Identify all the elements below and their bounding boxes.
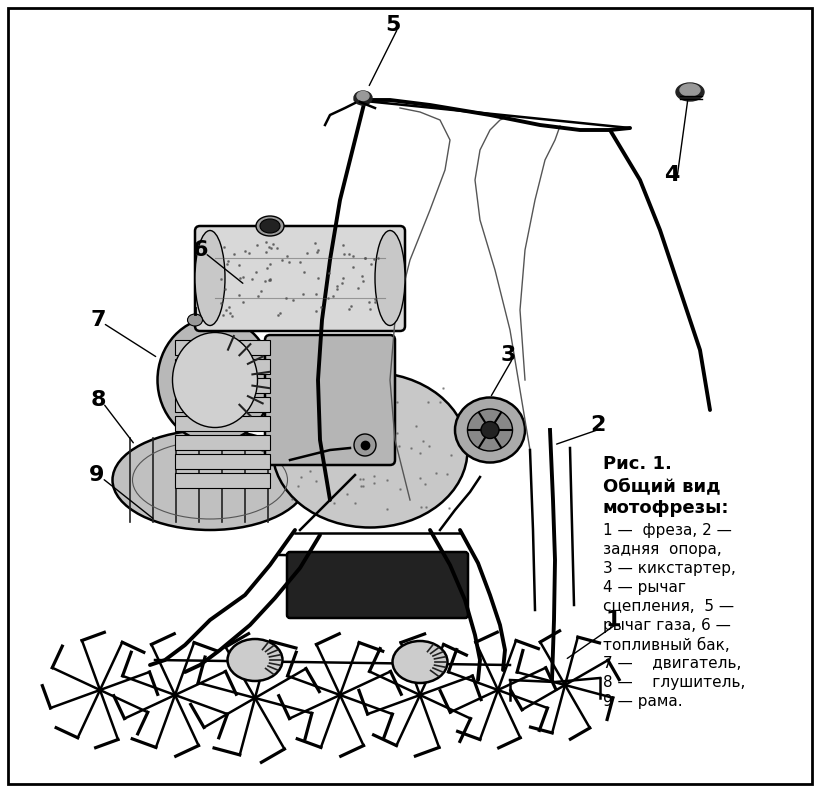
Ellipse shape [112,430,307,530]
Bar [174,397,269,412]
Ellipse shape [455,398,524,463]
Ellipse shape [354,91,372,105]
Ellipse shape [272,372,467,527]
Ellipse shape [172,333,257,428]
Ellipse shape [392,641,447,683]
FancyBboxPatch shape [287,552,468,618]
Ellipse shape [356,92,369,101]
Text: задняя  опора,: задняя опора, [602,543,721,558]
FancyBboxPatch shape [265,335,395,465]
Text: 8 —    глушитель,: 8 — глушитель, [602,676,744,691]
Text: 1 —  фреза, 2 —: 1 — фреза, 2 — [602,524,731,539]
Text: 4 — рычаг: 4 — рычаг [602,581,685,596]
Text: 7: 7 [90,310,106,330]
Ellipse shape [679,84,699,96]
Ellipse shape [481,421,499,439]
Text: 9: 9 [89,465,105,485]
Ellipse shape [354,434,376,456]
Bar [174,473,269,488]
Ellipse shape [675,83,704,101]
Text: 8: 8 [90,390,106,410]
Bar [174,378,269,393]
Bar [174,454,269,469]
Text: 1: 1 [604,610,620,630]
Text: Общий вид: Общий вид [602,478,719,496]
Ellipse shape [157,318,272,443]
Bar [174,435,269,450]
Ellipse shape [260,219,279,233]
FancyBboxPatch shape [195,226,405,331]
Text: 3 — кикстартер,: 3 — кикстартер, [602,562,735,577]
Text: рычаг газа, 6 —: рычаг газа, 6 — [602,619,730,634]
Text: 4: 4 [663,165,679,185]
Bar [174,340,269,355]
Ellipse shape [227,639,283,681]
Ellipse shape [374,230,405,326]
Text: 9 — рама.: 9 — рама. [602,695,681,710]
Text: 5: 5 [385,15,400,35]
Ellipse shape [256,216,283,236]
Ellipse shape [195,230,224,326]
Bar [174,416,269,431]
Bar [174,359,269,374]
Text: 2: 2 [590,415,605,435]
Ellipse shape [467,409,512,451]
Text: 7 —    двигатель,: 7 — двигатель, [602,657,740,672]
Text: мотофрезы:: мотофрезы: [602,500,728,517]
Text: 3: 3 [500,345,515,365]
Text: топливный бак,: топливный бак, [602,638,729,653]
Text: сцепления,  5 —: сцепления, 5 — [602,600,733,615]
Ellipse shape [188,314,202,326]
Text: Рис. 1.: Рис. 1. [602,455,671,474]
Text: 6: 6 [192,240,207,260]
